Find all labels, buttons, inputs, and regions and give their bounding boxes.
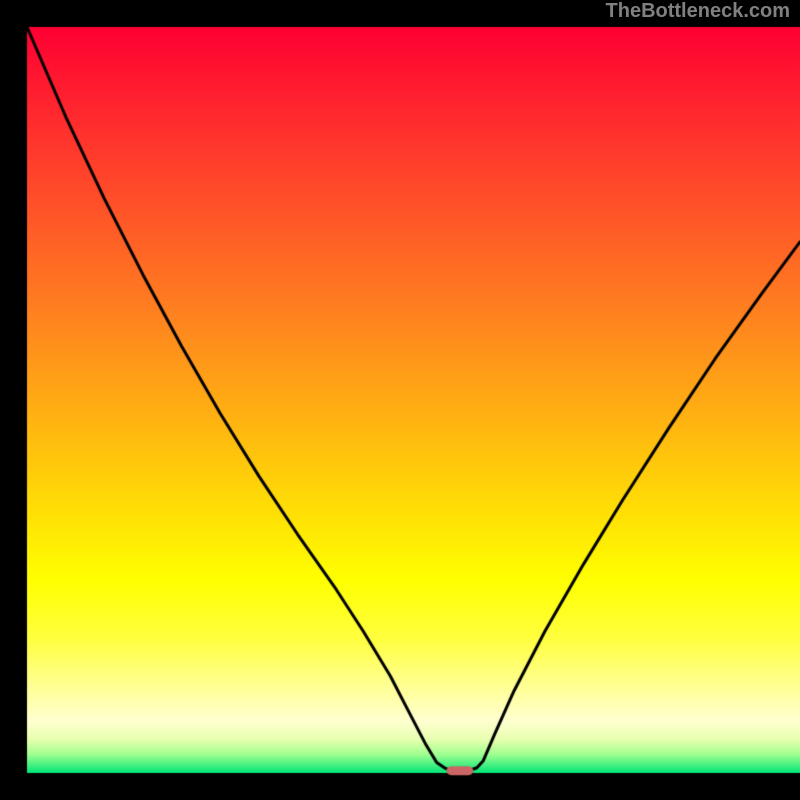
watermark-text: TheBottleneck.com (606, 0, 790, 23)
bottleneck-chart (0, 0, 800, 800)
